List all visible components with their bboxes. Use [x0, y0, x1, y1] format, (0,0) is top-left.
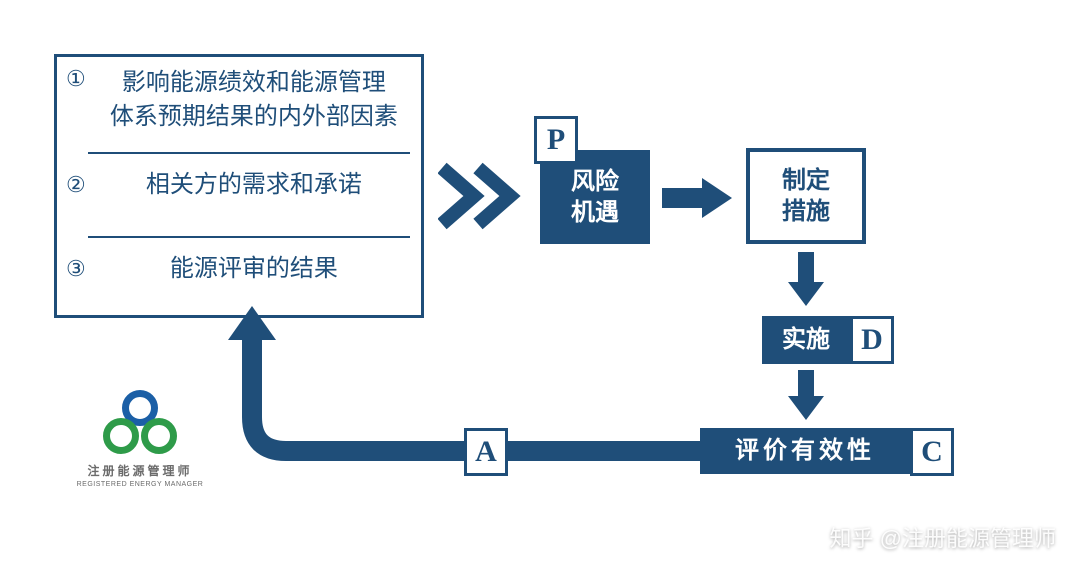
zhihu-icon	[796, 525, 820, 549]
logo-icon	[103, 390, 177, 456]
arrow-impl-to-eval	[786, 370, 826, 422]
input-item-1: ① 影响能源绩效和能源管理 体系预期结果的内外部因素	[66, 66, 416, 133]
node-risk-line2: 机遇	[571, 197, 619, 228]
input-line1-3: 能源评审的结果	[92, 252, 416, 286]
node-measure-line1: 制定	[782, 165, 830, 196]
input-num-1: ①	[66, 66, 86, 92]
node-eval: 评价有效性	[700, 428, 910, 474]
separator-2	[88, 236, 410, 238]
watermark-text: 知乎 @注册能源管理师	[830, 521, 1056, 553]
logo: 注册能源管理师 REGISTERED ENERGY MANAGER	[75, 390, 205, 488]
input-num-2: ②	[66, 172, 86, 198]
separator-1	[88, 152, 410, 154]
node-impl-line1: 实施	[782, 324, 830, 355]
input-item-2: ② 相关方的需求和承诺	[66, 168, 416, 202]
logo-subtitle: REGISTERED ENERGY MANAGER	[75, 481, 205, 488]
node-eval-line1: 评价有效性	[735, 435, 875, 466]
watermark: 知乎 @注册能源管理师	[796, 521, 1056, 553]
input-num-3: ③	[66, 256, 86, 282]
node-risk: 风险 机遇	[540, 150, 650, 244]
pdca-label-p: P	[534, 116, 578, 164]
node-measure: 制定 措施	[746, 148, 866, 244]
arrow-inputs-to-risk	[438, 160, 532, 232]
pdca-label-d: D	[850, 316, 894, 364]
input-item-3: ③ 能源评审的结果	[66, 252, 416, 286]
arrow-risk-to-measure	[662, 176, 734, 220]
arrow-measure-to-impl	[786, 252, 826, 308]
node-impl: 实施	[762, 316, 850, 364]
input-line1-1: 影响能源绩效和能源管理	[92, 66, 416, 100]
input-line2-1: 体系预期结果的内外部因素	[92, 100, 416, 134]
node-risk-line1: 风险	[571, 166, 619, 197]
input-line1-2: 相关方的需求和承诺	[92, 168, 416, 202]
pdca-label-c: C	[910, 428, 954, 476]
pdca-label-a: A	[464, 428, 508, 476]
logo-title: 注册能源管理师	[75, 462, 205, 479]
node-measure-line2: 措施	[782, 196, 830, 227]
